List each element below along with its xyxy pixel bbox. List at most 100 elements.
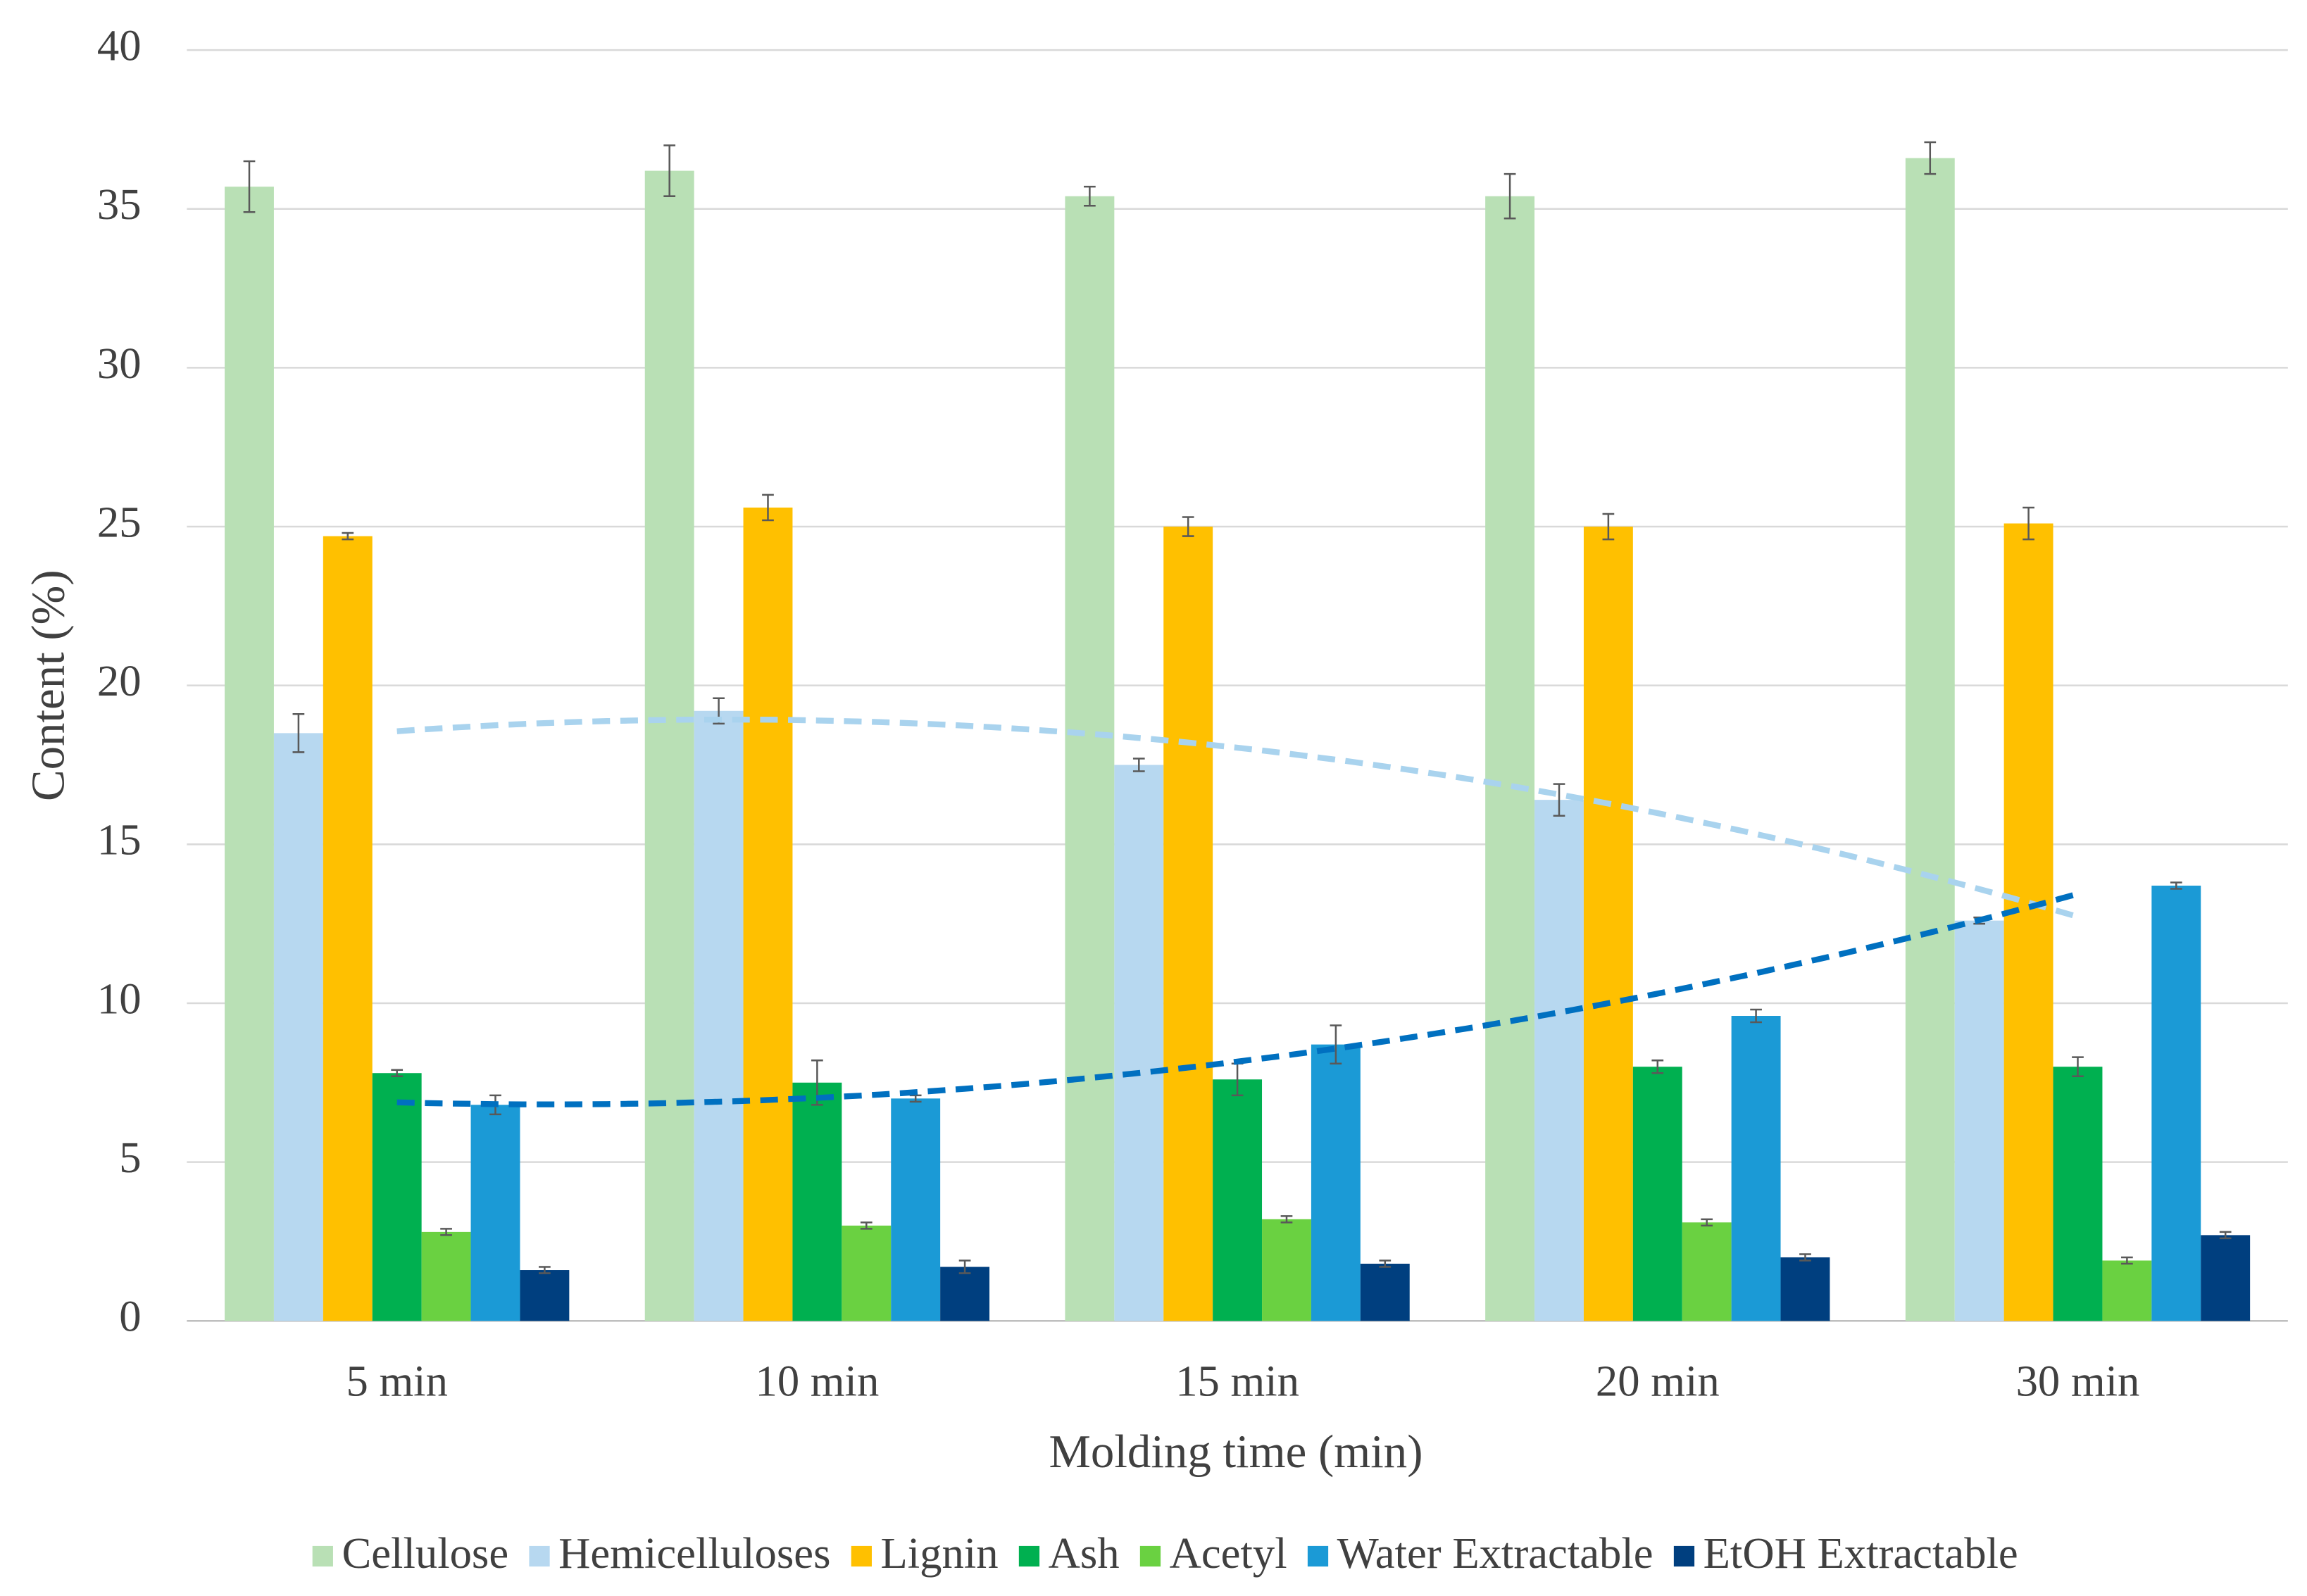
error-bar bbox=[1651, 1059, 1664, 1074]
error-bar bbox=[440, 1228, 452, 1236]
legend-swatch bbox=[312, 1545, 333, 1567]
bar bbox=[694, 710, 744, 1321]
legend-item: Acetyl bbox=[1139, 1528, 1287, 1578]
bar bbox=[2003, 523, 2053, 1321]
legend-label: Lignin bbox=[881, 1528, 999, 1578]
x-tick-label: 30 min bbox=[2016, 1357, 2140, 1406]
legend-label: Water Extractable bbox=[1337, 1528, 1653, 1578]
bar bbox=[1262, 1219, 1311, 1321]
error-bar bbox=[2170, 881, 2182, 890]
error-bar bbox=[292, 713, 305, 753]
bar bbox=[273, 733, 323, 1321]
bar bbox=[1065, 196, 1115, 1321]
error-bar bbox=[1280, 1215, 1293, 1224]
x-tick-label: 15 min bbox=[1175, 1357, 1299, 1406]
error-bar bbox=[958, 1259, 971, 1274]
y-tick-label: 15 bbox=[97, 815, 142, 865]
error-bar bbox=[391, 1069, 404, 1078]
legend-item: Ash bbox=[1018, 1528, 1120, 1578]
bar bbox=[1163, 527, 1213, 1321]
error-bar bbox=[1379, 1259, 1392, 1268]
legend-swatch bbox=[1018, 1545, 1040, 1567]
bar bbox=[1311, 1044, 1361, 1321]
trendline bbox=[396, 891, 2079, 1107]
legend-label: Acetyl bbox=[1170, 1528, 1287, 1578]
bar bbox=[644, 170, 694, 1321]
error-bar bbox=[1602, 513, 1615, 541]
bar bbox=[940, 1267, 990, 1321]
y-axis-title: Content (%) bbox=[23, 570, 75, 801]
bar bbox=[1731, 1016, 1781, 1321]
bar bbox=[470, 1105, 520, 1321]
error-bar bbox=[1182, 516, 1194, 537]
bar bbox=[1780, 1257, 1830, 1321]
error-bar bbox=[2219, 1231, 2232, 1240]
bar bbox=[1682, 1222, 1732, 1321]
error-bar bbox=[1503, 172, 1516, 220]
error-bar bbox=[1799, 1253, 1811, 1262]
legend-item: Hemicelluloses bbox=[529, 1528, 830, 1578]
legend-label: Ash bbox=[1049, 1528, 1120, 1578]
bar bbox=[2053, 1067, 2103, 1321]
legend-item: Water Extractable bbox=[1307, 1528, 1653, 1578]
bars: 5 min 10 min 15 min 20 min 30 min bbox=[225, 141, 2251, 1406]
bar bbox=[520, 1270, 570, 1321]
bar bbox=[2201, 1235, 2251, 1321]
legend-item: Cellulose bbox=[312, 1528, 508, 1578]
error-bar bbox=[539, 1266, 551, 1274]
bar bbox=[743, 507, 793, 1321]
x-axis-title: Molding time (min) bbox=[1049, 1426, 1423, 1478]
bar bbox=[1905, 158, 1955, 1321]
error-bar bbox=[762, 494, 774, 522]
legend-swatch bbox=[1673, 1545, 1695, 1567]
y-tick-label: 20 bbox=[97, 656, 142, 705]
y-tick-label: 30 bbox=[97, 339, 142, 388]
y-tick-label: 25 bbox=[97, 497, 142, 546]
error-bar bbox=[342, 532, 354, 541]
bar bbox=[2151, 885, 2201, 1321]
error-bar bbox=[1701, 1218, 1713, 1227]
legend-swatch bbox=[851, 1545, 872, 1567]
trendlines bbox=[396, 716, 2079, 1107]
bar bbox=[1534, 800, 1584, 1321]
legend-label: EtOH Extractable bbox=[1703, 1528, 2018, 1578]
y-tick-label: 35 bbox=[97, 180, 142, 229]
y-tick-label: 5 bbox=[119, 1133, 141, 1182]
bar bbox=[421, 1231, 471, 1321]
error-bar bbox=[2072, 1056, 2084, 1078]
error-bar bbox=[860, 1221, 873, 1230]
x-tick-label: 5 min bbox=[346, 1357, 447, 1406]
error-bar bbox=[663, 144, 676, 197]
legend-label: Hemicelluloses bbox=[558, 1528, 830, 1578]
y-tick-label: 40 bbox=[97, 20, 142, 70]
error-bar bbox=[1553, 783, 1565, 817]
legend-label: Cellulose bbox=[342, 1528, 508, 1578]
error-bar bbox=[1132, 758, 1145, 772]
bar bbox=[1360, 1264, 1410, 1321]
bar bbox=[1485, 196, 1535, 1321]
legend-swatch bbox=[529, 1545, 550, 1567]
bar bbox=[372, 1073, 422, 1321]
legend-item: Lignin bbox=[851, 1528, 999, 1578]
error-bar bbox=[1330, 1024, 1342, 1064]
bar bbox=[2102, 1260, 2152, 1321]
error-bar bbox=[1924, 141, 1937, 175]
trendline bbox=[396, 716, 2079, 920]
y-tick-label: 10 bbox=[97, 974, 142, 1023]
bar bbox=[1213, 1079, 1263, 1321]
bar bbox=[842, 1225, 892, 1321]
bar bbox=[323, 536, 373, 1321]
error-bar bbox=[2121, 1256, 2133, 1265]
error-bar bbox=[243, 160, 256, 213]
bar bbox=[1632, 1067, 1682, 1321]
bar bbox=[792, 1082, 842, 1321]
legend-swatch bbox=[1139, 1545, 1161, 1567]
legend-swatch bbox=[1307, 1545, 1329, 1567]
bar bbox=[225, 187, 274, 1321]
bar bbox=[891, 1098, 941, 1321]
x-tick-label: 10 min bbox=[755, 1357, 879, 1406]
bar bbox=[1114, 765, 1164, 1321]
error-bar bbox=[2022, 506, 2034, 541]
